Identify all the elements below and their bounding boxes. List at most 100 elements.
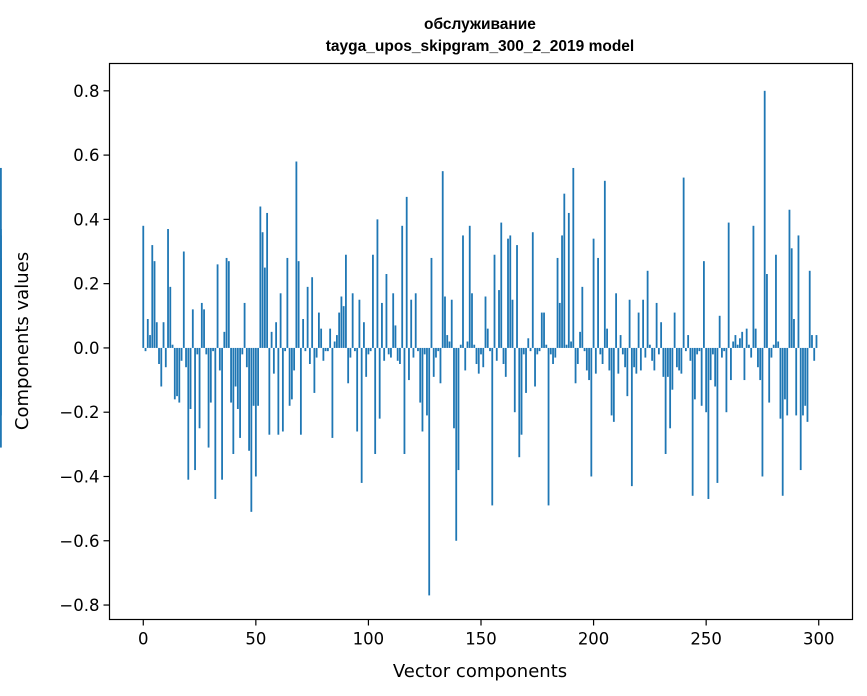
bar-65 <box>288 347 291 406</box>
bar-127 <box>428 347 431 596</box>
bar-18 <box>182 251 185 348</box>
bar-215 <box>626 347 629 397</box>
bar-229 <box>657 347 660 355</box>
bar-160 <box>502 347 505 364</box>
bar-84 <box>331 347 334 438</box>
bar-274 <box>759 347 762 381</box>
bar-30 <box>209 347 212 403</box>
bar-87 <box>338 312 341 348</box>
bar-124 <box>421 347 424 432</box>
y-tick-label: 0.0 <box>73 339 99 358</box>
bar-98 <box>363 322 365 348</box>
bar-261 <box>730 347 732 381</box>
bar-265 <box>739 338 741 348</box>
bar-214 <box>624 347 626 368</box>
bar-33 <box>216 264 219 348</box>
bar-183 <box>554 347 557 358</box>
bar-176 <box>538 347 541 352</box>
bar-270 <box>750 347 753 358</box>
bar-291 <box>797 235 800 348</box>
bar-111 <box>392 293 395 348</box>
bar-143 <box>464 347 467 371</box>
bar-28 <box>205 347 208 355</box>
bar-79 <box>320 328 323 348</box>
bar-71 <box>302 319 305 348</box>
bar-20 <box>187 347 190 480</box>
bar-190 <box>570 341 572 348</box>
bar-213 <box>621 347 624 355</box>
bar-230 <box>660 322 663 348</box>
bar-243 <box>689 347 692 361</box>
bar-276 <box>763 90 766 348</box>
bar-292 <box>799 347 802 471</box>
bar-170 <box>525 347 527 393</box>
bar-77 <box>315 347 318 358</box>
bar-107 <box>383 347 386 361</box>
bar-164 <box>511 299 514 348</box>
bar-135 <box>446 335 449 348</box>
bar-8 <box>160 347 163 387</box>
bar-12 <box>169 286 172 348</box>
bar-103 <box>374 347 377 454</box>
bar-83 <box>329 328 332 348</box>
bar-120 <box>412 347 415 358</box>
bar-219 <box>635 347 638 374</box>
bar-3 <box>149 335 151 348</box>
bar-82 <box>327 347 329 352</box>
bar-211 <box>617 347 620 374</box>
bar-150 <box>480 347 482 355</box>
bar-63 <box>284 347 287 352</box>
bar-99 <box>365 347 368 377</box>
bar-31 <box>212 347 214 352</box>
bar-121 <box>414 293 417 348</box>
bar-159 <box>500 222 503 348</box>
bar-17 <box>180 347 183 361</box>
bar-50 <box>254 347 257 477</box>
bar-68 <box>295 161 298 348</box>
bar-275 <box>761 347 764 477</box>
bar-118 <box>408 347 410 381</box>
bar-182 <box>552 347 554 364</box>
bar-15 <box>176 347 178 397</box>
bar-167 <box>518 347 521 458</box>
bar-272 <box>754 328 757 348</box>
bar-42 <box>236 347 239 409</box>
bar-66 <box>290 347 293 400</box>
bar-208 <box>610 347 613 416</box>
bar-9 <box>162 322 165 348</box>
bar-172 <box>529 347 532 352</box>
chart-subtitle: tayga_upos_skipgram_300_2_2019 model <box>326 38 634 55</box>
bar-191 <box>572 167 575 348</box>
bar-184 <box>556 257 559 348</box>
bar-162 <box>507 238 509 348</box>
bar-48 <box>250 347 253 512</box>
y-tick-label: 0.6 <box>73 146 99 165</box>
bar-210 <box>615 293 617 348</box>
bar-67 <box>293 347 296 371</box>
bar-216 <box>628 299 631 348</box>
bar-249 <box>703 261 705 348</box>
bar-282 <box>777 341 780 348</box>
bar-163 <box>509 235 512 348</box>
bar-29 <box>207 347 210 448</box>
bar-81 <box>324 347 327 352</box>
bar-26 <box>200 302 203 348</box>
bar-198 <box>588 347 590 381</box>
bar-90 <box>345 254 347 348</box>
bar-78 <box>317 312 320 348</box>
bar-129 <box>432 347 435 377</box>
bar-128 <box>430 257 433 348</box>
y-tick-label: 0.2 <box>73 275 99 294</box>
x-tick-label: 0 <box>138 630 149 649</box>
bar-260 <box>727 222 730 348</box>
bar-10 <box>164 347 167 368</box>
bar-288 <box>790 248 793 348</box>
bar-293 <box>802 347 804 416</box>
bar-undefined <box>0 347 2 377</box>
y-tick-label: −0.6 <box>59 532 99 551</box>
bar-153 <box>486 328 489 348</box>
bar-60 <box>277 347 280 435</box>
bar-58 <box>272 347 275 374</box>
bar-255 <box>716 347 719 483</box>
bar-299 <box>815 335 818 348</box>
